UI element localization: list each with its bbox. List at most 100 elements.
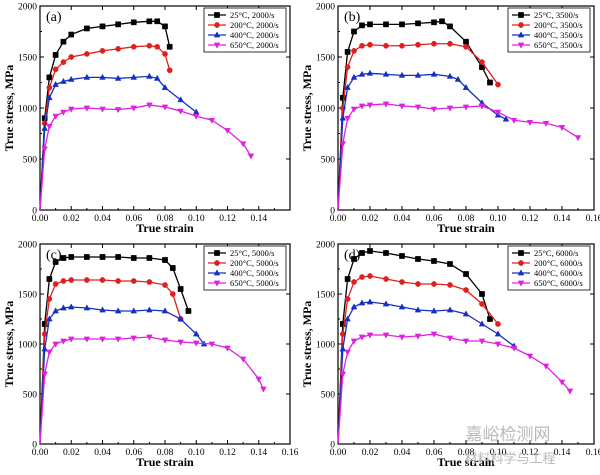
data-point (60, 109, 67, 116)
legend-label: 400°C, 5000/s (230, 268, 279, 278)
data-point (46, 84, 53, 91)
data-point (68, 31, 75, 38)
data-point (130, 307, 138, 314)
data-point (447, 282, 453, 288)
x-tick-label: 0.12 (219, 448, 236, 458)
watermark: 嘉峪检测网 材料科学与工程 (464, 425, 555, 467)
data-point (177, 315, 184, 322)
data-point (415, 41, 421, 48)
x-tick-label: 0.00 (32, 448, 49, 458)
data-point (351, 256, 357, 262)
data-point (344, 64, 351, 70)
legend-marker (517, 31, 525, 38)
data-point (185, 308, 192, 314)
data-point (487, 316, 493, 322)
data-point (130, 19, 137, 26)
x-tick-label: 0.00 (330, 448, 347, 458)
x-tick-label: 0.10 (188, 448, 205, 458)
data-point (154, 44, 161, 50)
series-line (337, 103, 579, 211)
data-point (487, 79, 493, 86)
data-point (358, 103, 366, 110)
data-point (383, 42, 389, 49)
data-point (399, 279, 405, 285)
data-point (502, 115, 510, 122)
legend-marker (213, 42, 221, 49)
x-axis-title: True strain (136, 221, 194, 235)
data-point (414, 333, 422, 340)
series-triangle-down (337, 101, 582, 211)
panel-label: (a) (46, 10, 62, 25)
data-point (255, 376, 263, 383)
data-point (146, 102, 153, 109)
legend-marker (518, 12, 524, 18)
data-point (359, 22, 365, 29)
data-point (46, 124, 53, 130)
x-tick-label: 0.02 (362, 214, 379, 224)
data-point (358, 334, 366, 341)
series-line (337, 301, 515, 445)
data-point (366, 102, 374, 109)
data-point (431, 258, 437, 264)
x-tick-label: 0.10 (490, 448, 507, 458)
y-tick-label: 500 (321, 391, 336, 401)
data-point (399, 21, 405, 28)
data-point (115, 254, 121, 260)
data-point (351, 279, 357, 285)
watermark-line1: 嘉峪检测网 (466, 425, 551, 445)
series-square (39, 18, 173, 211)
legend-label: 400°C, 6000/s (534, 268, 583, 278)
data-point (146, 18, 153, 25)
x-tick-label: 0.12 (219, 214, 236, 224)
data-point (463, 271, 469, 277)
legend-label: 650°C, 3500/s (534, 40, 583, 50)
series-square (39, 254, 192, 445)
data-point (162, 257, 168, 263)
data-point (99, 254, 106, 260)
series-line (39, 336, 265, 445)
data-point (510, 117, 518, 124)
data-point (495, 81, 501, 88)
x-tick-label: 0.06 (125, 214, 142, 224)
data-point (383, 21, 389, 28)
series-triangle-up (39, 303, 208, 445)
data-point (84, 51, 90, 57)
data-point (67, 303, 75, 310)
data-point (83, 336, 91, 343)
data-point (83, 105, 91, 112)
data-point (192, 330, 200, 337)
y-tick-label: 500 (321, 156, 336, 166)
data-point (83, 73, 91, 80)
data-point (366, 298, 374, 305)
data-point (339, 114, 347, 121)
data-point (67, 106, 75, 113)
data-point (542, 363, 550, 370)
series-triangle-down (337, 331, 574, 445)
data-point (52, 307, 59, 314)
series-square (337, 18, 493, 211)
data-point (431, 40, 437, 47)
data-point (350, 338, 358, 345)
data-point (177, 339, 184, 346)
data-point (146, 306, 153, 313)
y-tick-label: 500 (23, 156, 38, 166)
data-point (208, 341, 216, 348)
series-line (337, 43, 499, 211)
panel-a: 0.00 0.02 0.04 0.06 0.08 0.10 0.12 0.14 0 500 1000… (2, 3, 291, 235)
series-triangle-down (39, 334, 267, 445)
data-point (367, 21, 373, 28)
data-point (350, 106, 358, 113)
data-point (115, 46, 121, 52)
data-point (161, 104, 169, 111)
data-point (344, 83, 351, 90)
data-point (446, 335, 454, 342)
x-tick-label: 0.14 (250, 448, 267, 458)
data-point (350, 303, 358, 310)
data-point (430, 106, 438, 113)
y-tick-label: 0 (330, 441, 335, 451)
legend-marker (517, 280, 525, 287)
data-point (60, 38, 67, 45)
x-tick-label: 0.08 (157, 214, 174, 224)
